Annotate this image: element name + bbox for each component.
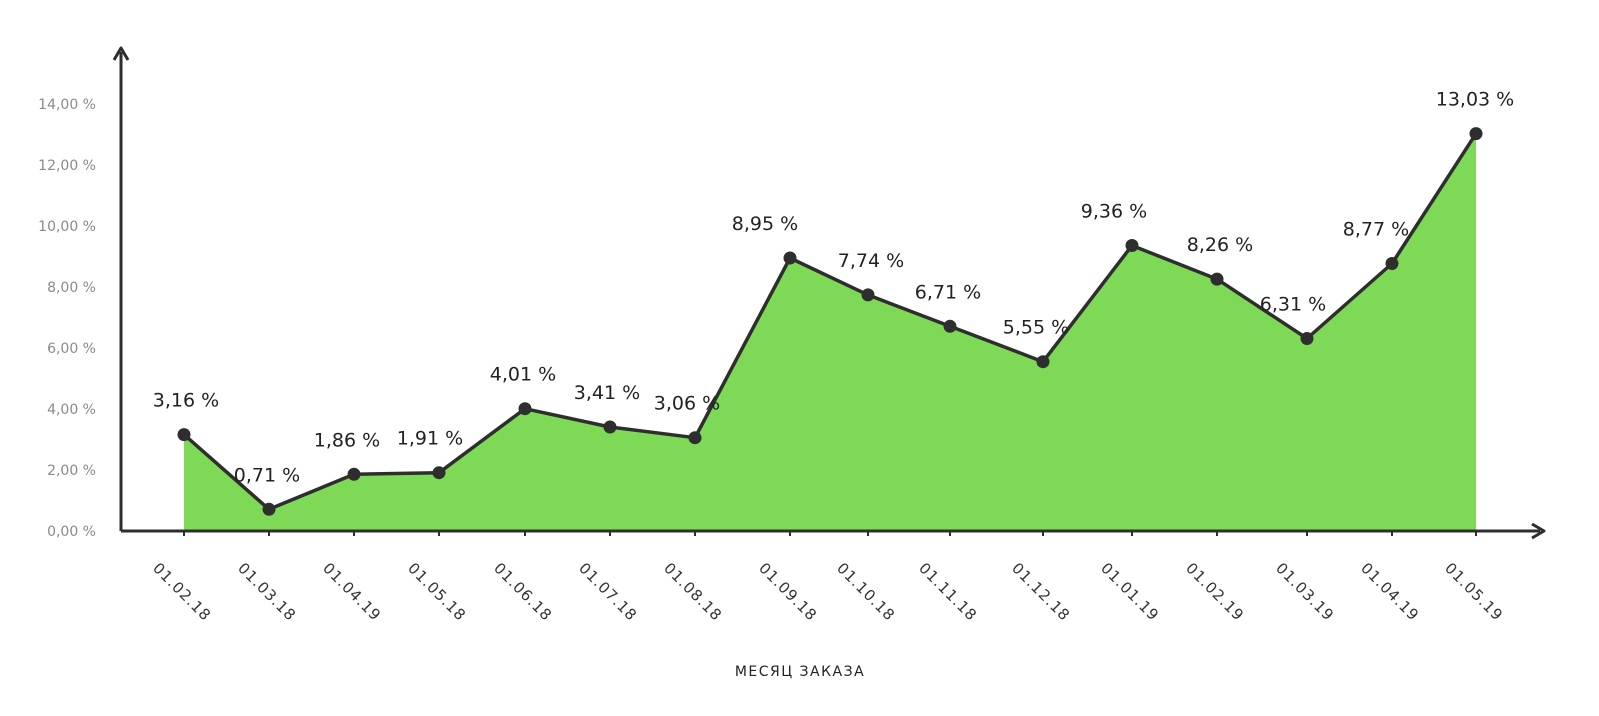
data-label: 6,71 % — [915, 281, 981, 303]
data-point — [262, 502, 276, 516]
x-tick-label: 01.01.19 — [1097, 559, 1163, 625]
y-axis-arrow — [112, 46, 130, 61]
y-tick-label: 10,00 % — [38, 219, 96, 235]
y-tick-label: 0,00 % — [47, 524, 96, 540]
x-tick-label: 01.02.19 — [1182, 559, 1248, 625]
data-point — [688, 431, 702, 445]
data-point — [518, 402, 532, 416]
y-tick-label: 12,00 % — [38, 158, 96, 174]
area-fill — [184, 133, 1476, 531]
axes — [112, 46, 1546, 540]
x-tick-label: 01.10.18 — [833, 559, 899, 625]
y-ticks: 0,00 % 2,00 % 4,00 % 6,00 % 8,00 % 10,00 % 12,… — [38, 97, 96, 540]
x-tick-label: 01.03.19 — [1272, 559, 1338, 625]
x-tick-label: 01.06.18 — [490, 559, 556, 625]
data-point — [783, 251, 797, 265]
series-line — [182, 132, 1478, 512]
data-point — [177, 428, 191, 442]
data-point — [603, 420, 617, 434]
y-tick-label: 14,00 % — [38, 97, 96, 113]
series-line-path — [182, 132, 1478, 512]
data-label: 7,74 % — [838, 250, 904, 272]
data-point — [1300, 332, 1314, 345]
data-label: 8,95 % — [732, 213, 798, 235]
data-label: 13,03 % — [1436, 89, 1515, 111]
data-point — [1036, 355, 1050, 369]
data-point — [1125, 239, 1139, 252]
data-label: 9,36 % — [1081, 201, 1147, 223]
x-tick-label: 01.12.18 — [1008, 559, 1074, 625]
x-tick-label: 01.02.18 — [149, 559, 215, 625]
y-tick-label: 8,00 % — [47, 280, 96, 296]
x-tick-label: 01.11.18 — [915, 559, 981, 625]
data-label: 5,55 % — [1003, 317, 1069, 339]
data-label: 4,01 % — [490, 364, 556, 386]
data-points — [177, 127, 1483, 516]
data-point — [1469, 127, 1483, 141]
x-axis-arrow — [1531, 522, 1546, 540]
data-point — [943, 319, 957, 333]
data-label: 3,16 % — [153, 390, 219, 412]
data-point — [1210, 272, 1224, 286]
y-tick-label: 4,00 % — [47, 402, 96, 418]
x-tick-label: 01.03.18 — [234, 559, 300, 625]
data-point — [432, 466, 446, 480]
data-label: 8,26 % — [1187, 234, 1253, 256]
y-tick-label: 2,00 % — [47, 463, 96, 479]
x-axis-label: МЕСЯЦ ЗАКАЗА — [735, 664, 865, 680]
data-label: 1,91 % — [397, 428, 463, 450]
y-tick-label: 6,00 % — [47, 341, 96, 357]
x-tick-label: 01.09.18 — [755, 559, 821, 625]
x-tick-label: 01.07.18 — [575, 559, 641, 625]
data-label: 3,06 % — [654, 393, 720, 415]
x-tick-label: 01.08.18 — [660, 559, 726, 625]
data-label: 3,41 % — [574, 382, 640, 404]
x-tick-label: 01.04.19 — [319, 559, 385, 625]
area-layer — [184, 133, 1476, 531]
data-label: 8,77 % — [1343, 219, 1409, 241]
x-ticks: 01.02.18 01.03.18 01.04.19 01.05.18 01.06.18… — [149, 531, 1507, 625]
data-labels: 3,16 % 0,71 % 1,86 % 1,91 % 4,01 % 3,41 % 3,06… — [153, 89, 1514, 487]
data-label: 0,71 % — [234, 464, 300, 486]
x-tick-label: 01.05.19 — [1441, 559, 1507, 625]
data-label: 1,86 % — [314, 429, 380, 451]
data-label: 6,31 % — [1260, 294, 1326, 316]
x-tick-label: 01.05.18 — [404, 559, 470, 625]
data-point — [1385, 257, 1399, 270]
x-tick-label: 01.04.19 — [1357, 559, 1423, 625]
data-point — [861, 288, 875, 302]
data-point — [347, 467, 361, 481]
